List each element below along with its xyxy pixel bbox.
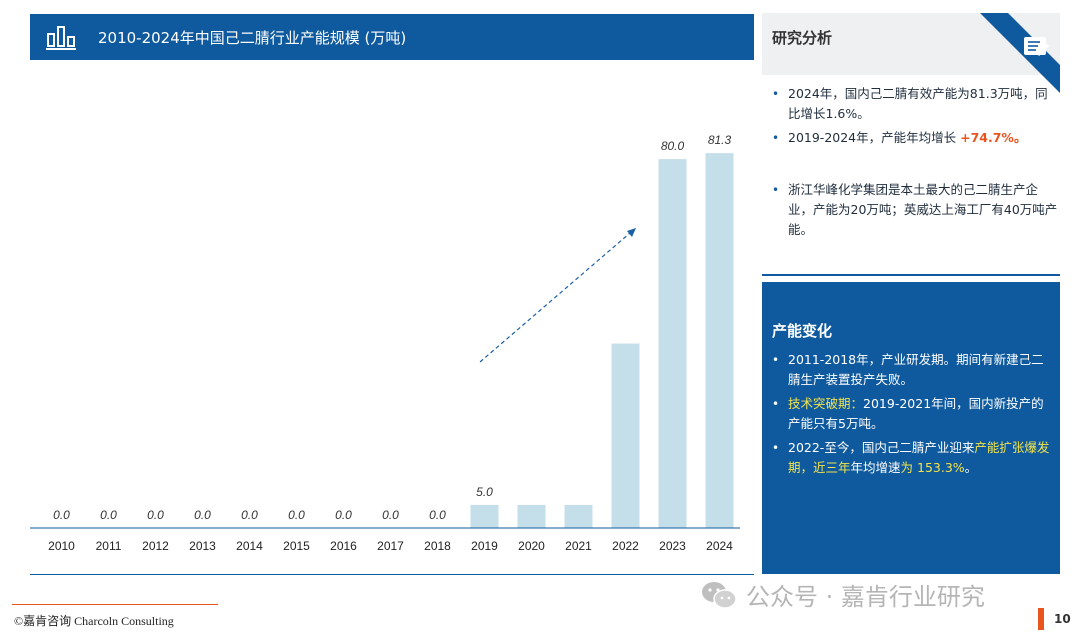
x-tick-2011: 2011 xyxy=(96,539,122,553)
data-label-2016: 0.0 xyxy=(335,508,352,522)
x-tick-2023: 2023 xyxy=(659,539,686,553)
x-tick-2022: 2022 xyxy=(612,539,639,553)
report-edit-icon xyxy=(1024,37,1050,57)
change-title: 产能变化 xyxy=(772,322,833,340)
data-label-2023: 80.0 xyxy=(661,139,685,153)
change-bullets: 2011-2018年，产业研发期。期间有新建己二腈生产装置投产失败。 技术突破期… xyxy=(770,350,1054,482)
chart-title: 2010-2024年中国己二腈行业产能规模 (万吨) xyxy=(98,28,407,47)
page-number: 10 xyxy=(1054,612,1071,626)
data-label-group: 0.0 0.0 0.0 0.0 0.0 0.0 0.0 0.0 0.0 5.0 80.0 81.3 xyxy=(53,133,731,522)
x-tick-2015: 2015 xyxy=(283,539,310,553)
bar-2021 xyxy=(564,504,593,528)
footer-rule xyxy=(12,604,218,605)
x-tick-2020: 2020 xyxy=(518,539,545,553)
data-label-2024: 81.3 xyxy=(708,133,732,147)
bar-chart-icon xyxy=(46,26,76,50)
wechat-watermark: 公众号 · 嘉肯行业研究 xyxy=(700,577,985,612)
data-label-2019: 5.0 xyxy=(476,485,493,499)
analysis-note-list: 浙江华峰化学集团是本土最大的己二腈生产企业，产能为20万吨；英威达上海工厂有40… xyxy=(770,180,1060,244)
data-label-2015: 0.0 xyxy=(288,508,305,522)
data-label-2018: 0.0 xyxy=(429,508,446,522)
change-bullet: 2011-2018年，产业研发期。期间有新建己二腈生产装置投产失败。 xyxy=(770,350,1054,390)
x-tick-group: 2010 2011 2012 2013 2014 2015 2016 2017 2018 2019… xyxy=(48,539,733,553)
bar-2023 xyxy=(658,159,687,528)
report-corner-graphic xyxy=(980,13,1060,93)
section-divider xyxy=(762,274,1060,276)
x-tick-2012: 2012 xyxy=(142,539,169,553)
analysis-bullets: 2024年，国内己二腈有效产能为81.3万吨，同比增长1.6%。 2019-20… xyxy=(770,84,1060,152)
analysis-bullet: 2024年，国内己二腈有效产能为81.3万吨，同比增长1.6%。 xyxy=(770,84,1060,124)
chart-bottom-rule xyxy=(30,574,754,575)
x-tick-2017: 2017 xyxy=(377,539,404,553)
data-label-2012: 0.0 xyxy=(147,508,164,522)
change-bullet: 2022-至今，国内己二腈产业迎来产能扩张爆发期，近三年年均增速为 153.3%… xyxy=(770,438,1054,478)
bar-2024 xyxy=(705,153,734,528)
analysis-note: 浙江华峰化学集团是本土最大的己二腈生产企业，产能为20万吨；英威达上海工厂有40… xyxy=(770,180,1060,240)
chart-title-bar: 2010-2024年中国己二腈行业产能规模 (万吨) xyxy=(30,14,754,60)
trend-arrow xyxy=(479,228,636,363)
page-marker xyxy=(1038,608,1044,630)
x-tick-2021: 2021 xyxy=(565,539,592,553)
data-label-2011: 0.0 xyxy=(100,508,117,522)
bar-2022 xyxy=(611,343,640,528)
bar-2020 xyxy=(517,504,546,528)
data-label-2010: 0.0 xyxy=(53,508,70,522)
x-tick-2018: 2018 xyxy=(424,539,451,553)
x-tick-2013: 2013 xyxy=(189,539,216,553)
change-bullet: 技术突破期：2019-2021年间，国内新投产的产能只有5万吨。 xyxy=(770,394,1054,434)
bar-group xyxy=(470,153,734,528)
wechat-icon xyxy=(702,581,737,609)
data-label-2014: 0.0 xyxy=(241,508,258,522)
x-tick-2014: 2014 xyxy=(236,539,263,553)
copyright-text: ©嘉肯咨询 Charcoln Consulting xyxy=(14,614,174,628)
data-label-2017: 0.0 xyxy=(382,508,399,522)
x-tick-2016: 2016 xyxy=(330,539,357,553)
data-label-2013: 0.0 xyxy=(194,508,211,522)
bar-2019 xyxy=(470,504,499,528)
watermark-text: 公众号 · 嘉肯行业研究 xyxy=(746,583,985,611)
capacity-change-panel: 产能变化 2011-2018年，产业研发期。期间有新建己二腈生产装置投产失败。 … xyxy=(762,282,1060,574)
analysis-bullet: 2019-2024年，产能年均增长 +74.7%。 xyxy=(770,128,1060,148)
x-tick-2010: 2010 xyxy=(48,539,75,553)
capacity-bar-chart: 0.0 0.0 0.0 0.0 0.0 0.0 0.0 0.0 0.0 5.0 80.0 81.3 2… xyxy=(30,133,740,553)
x-tick-2019: 2019 xyxy=(471,539,498,553)
analysis-title: 研究分析 xyxy=(772,29,833,47)
x-tick-2024: 2024 xyxy=(706,539,733,553)
